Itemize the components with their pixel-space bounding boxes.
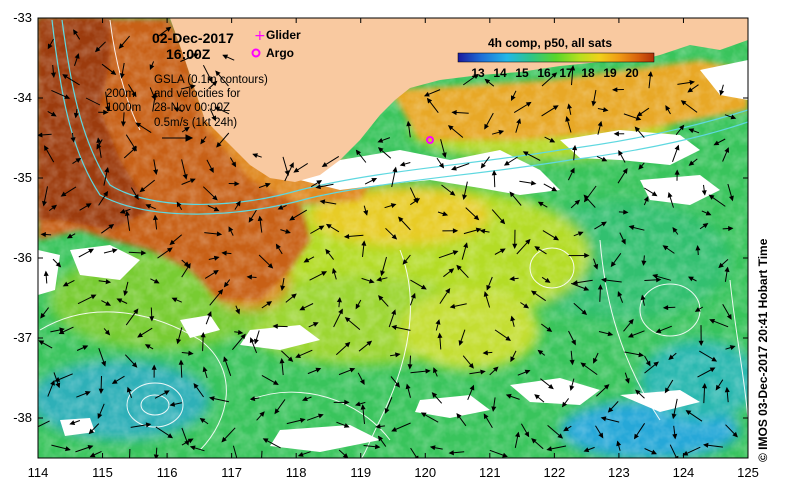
colorbar-tick-label: 15 bbox=[515, 66, 529, 80]
map-date: 02-Dec-2017 bbox=[152, 30, 234, 46]
glider-label: Glider bbox=[266, 28, 301, 42]
colorbar-tick-label: 19 bbox=[603, 66, 617, 80]
colorbar-tick-label: 17 bbox=[559, 66, 573, 80]
x-tick-label: 119 bbox=[350, 465, 372, 480]
isobath-pointer bbox=[85, 97, 101, 106]
argo-symbol bbox=[251, 48, 261, 58]
x-tick-label: 121 bbox=[478, 465, 501, 480]
y-tick-label: -33 bbox=[13, 10, 32, 25]
y-tick-label: -34 bbox=[13, 90, 32, 105]
gsla-note-line1: GSLA (0.1m contours) bbox=[154, 74, 268, 86]
map-time: 16:00Z bbox=[166, 46, 211, 62]
velocity-arrows bbox=[38, 26, 738, 458]
plot-frame bbox=[37, 17, 749, 459]
x-tick-label: 114 bbox=[27, 465, 49, 480]
gsla-note-line3: 28-Nov 00:00Z bbox=[154, 102, 231, 114]
x-tick-label: 116 bbox=[156, 465, 178, 480]
colorbar-tick-label: 13 bbox=[471, 66, 485, 80]
colorbar bbox=[457, 52, 655, 63]
colorbar-title: 4h comp, p50, all sats bbox=[488, 36, 613, 50]
y-tick-label: -35 bbox=[13, 170, 32, 185]
x-tick-label: 125 bbox=[737, 465, 759, 480]
y-tick-label: -37 bbox=[13, 330, 32, 345]
gsla-note-line4: 0.5m/s (1kt 24h) bbox=[154, 117, 238, 129]
x-tick-label: 115 bbox=[92, 465, 113, 480]
x-tick-label: 124 bbox=[672, 465, 695, 480]
sst-field bbox=[38, 18, 748, 458]
x-tick-label: 117 bbox=[221, 465, 242, 480]
colorbar-tick-label: 20 bbox=[625, 66, 639, 80]
isobaths bbox=[51, 19, 748, 215]
argo-marker bbox=[426, 136, 434, 144]
colorbar-tick-label: 16 bbox=[537, 66, 551, 80]
axis-ticks bbox=[37, 17, 749, 458]
scale-arrow bbox=[162, 134, 194, 142]
y-tick-label: -38 bbox=[13, 410, 32, 425]
x-tick-label: 118 bbox=[285, 465, 307, 480]
colorbar-tick-label: 14 bbox=[493, 66, 507, 80]
x-tick-label: 122 bbox=[543, 465, 566, 480]
x-tick-label: 120 bbox=[414, 465, 437, 480]
credit-text: © IMOS 03-Dec-2017 20:41 Hobart Time bbox=[756, 238, 770, 462]
y-tick-label: -36 bbox=[13, 250, 32, 265]
gsla-note-line2: and velocities for bbox=[154, 88, 241, 100]
argo-label: Argo bbox=[266, 46, 294, 60]
colorbar-tick-label: 18 bbox=[581, 66, 595, 80]
isobath-1000-label: 1000m bbox=[106, 102, 142, 114]
glider-symbol: + bbox=[254, 28, 266, 44]
isobath-200-label: 200m bbox=[106, 88, 135, 100]
x-tick-label: 123 bbox=[608, 465, 630, 480]
